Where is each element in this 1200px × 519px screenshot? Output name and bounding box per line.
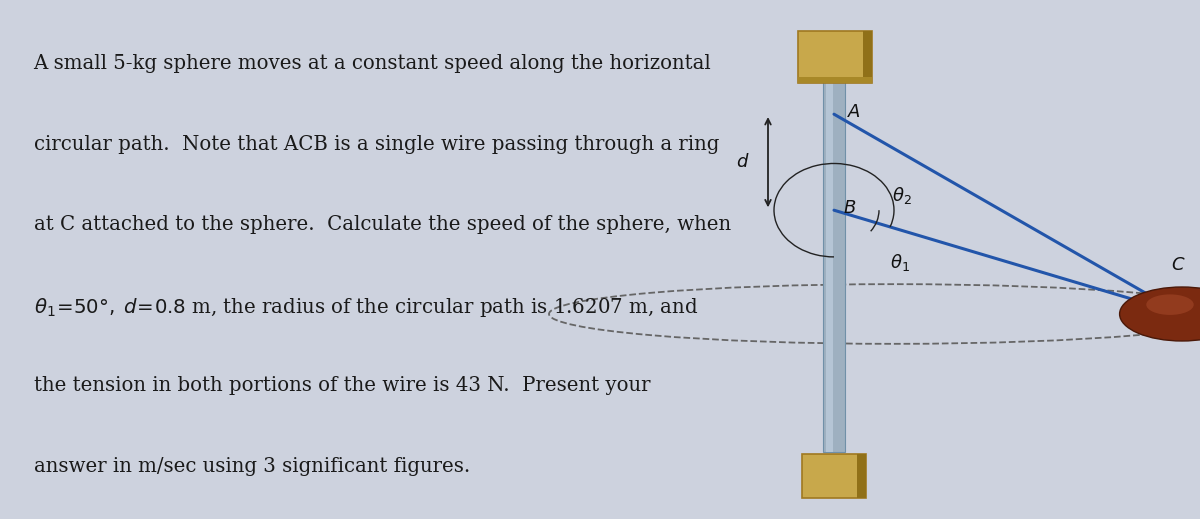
Bar xyxy=(300,104,450,208)
Bar xyxy=(300,311,450,415)
Text: $\theta_1$: $\theta_1$ xyxy=(890,252,910,272)
Bar xyxy=(150,104,300,208)
Bar xyxy=(600,415,750,519)
Bar xyxy=(1050,415,1200,519)
Text: circular path.  Note that ACB is a single wire passing through a ring: circular path. Note that ACB is a single… xyxy=(34,135,719,154)
Text: the tension in both portions of the wire is 43 N.  Present your: the tension in both portions of the wire… xyxy=(34,376,650,395)
Text: at C attached to the sphere.  Calculate the speed of the sphere, when: at C attached to the sphere. Calculate t… xyxy=(34,215,731,235)
Bar xyxy=(600,208,750,311)
Bar xyxy=(863,31,872,83)
Circle shape xyxy=(1146,294,1194,315)
Bar xyxy=(798,31,872,83)
Bar xyxy=(750,208,900,311)
Text: $\theta_2$: $\theta_2$ xyxy=(892,185,911,206)
Bar xyxy=(1050,0,1200,104)
Bar xyxy=(450,311,600,415)
Bar xyxy=(300,0,450,104)
Bar xyxy=(750,104,900,208)
Bar xyxy=(857,454,866,498)
Bar xyxy=(900,415,1050,519)
Bar xyxy=(150,0,300,104)
Bar xyxy=(900,0,1050,104)
Text: A: A xyxy=(848,103,860,120)
Bar xyxy=(600,0,750,104)
Text: A small 5-kg sphere moves at a constant speed along the horizontal: A small 5-kg sphere moves at a constant … xyxy=(34,54,712,74)
Text: answer in m/sec using 3 significant figures.: answer in m/sec using 3 significant figu… xyxy=(34,457,470,476)
Bar xyxy=(826,62,833,452)
Bar xyxy=(900,104,1050,208)
Bar xyxy=(0,311,150,415)
Bar xyxy=(150,208,300,311)
Bar xyxy=(450,208,600,311)
Bar xyxy=(750,415,900,519)
Bar xyxy=(0,415,150,519)
Bar xyxy=(1050,104,1200,208)
Bar xyxy=(600,104,750,208)
Bar xyxy=(1050,208,1200,311)
Text: d: d xyxy=(737,153,748,171)
Bar xyxy=(450,104,600,208)
Bar xyxy=(150,415,300,519)
Bar xyxy=(450,0,600,104)
Bar xyxy=(900,208,1050,311)
Bar xyxy=(300,415,450,519)
Bar xyxy=(802,454,866,498)
Bar xyxy=(900,311,1050,415)
Bar xyxy=(150,311,300,415)
Bar xyxy=(600,311,750,415)
Text: C: C xyxy=(1171,256,1183,274)
Bar xyxy=(0,208,150,311)
Circle shape xyxy=(1120,287,1200,341)
Bar xyxy=(0,0,150,104)
Bar xyxy=(300,208,450,311)
Bar xyxy=(1050,311,1200,415)
Text: B: B xyxy=(844,199,856,216)
Bar xyxy=(750,0,900,104)
Bar xyxy=(450,415,600,519)
Text: $\theta_1\!=\!50°,\;d\!=\!0.8$ m, the radius of the circular path is 1.6207 m, a: $\theta_1\!=\!50°,\;d\!=\!0.8$ m, the ra… xyxy=(34,296,698,319)
Bar xyxy=(798,77,872,83)
Bar xyxy=(750,311,900,415)
Bar xyxy=(823,62,845,452)
Bar xyxy=(0,104,150,208)
